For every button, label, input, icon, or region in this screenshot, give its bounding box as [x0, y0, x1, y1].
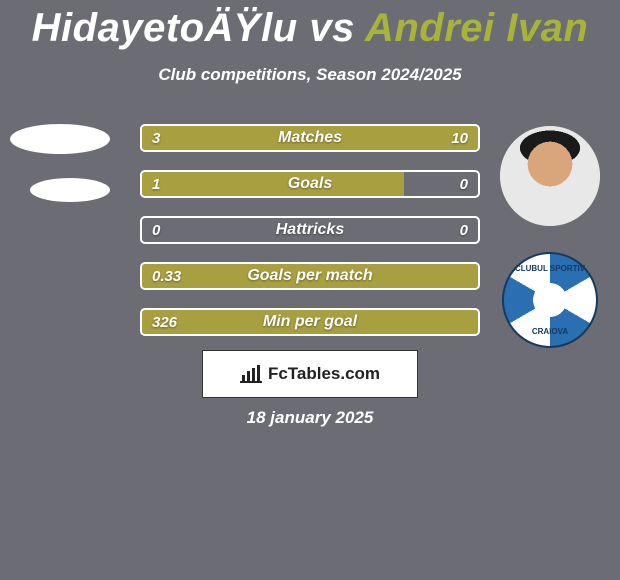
player1-name: HidayetoÄŸlu — [32, 6, 298, 50]
page-title: HidayetoÄŸlu vs Andrei Ivan — [0, 0, 620, 51]
stat-bar: 326Min per goal — [140, 308, 480, 336]
stats-bars: 310Matches 10Goals 00Hattricks 0.33Goals pe… — [140, 124, 480, 354]
stat-label: Goals per match — [142, 264, 478, 288]
stat-bar: 310Matches — [140, 124, 480, 152]
player2-avatar — [500, 126, 600, 226]
player1-avatar — [10, 124, 110, 154]
player2-column: CLUBUL SPORTIV CRAIOVA — [500, 126, 600, 348]
club-badge-bottom-text: CRAIOVA — [512, 262, 588, 338]
player1-club-badge — [30, 178, 110, 202]
stat-label: Hattricks — [142, 218, 478, 242]
chart-icon — [240, 365, 262, 383]
subtitle: Club competitions, Season 2024/2025 — [0, 65, 620, 85]
vs-text: vs — [309, 6, 355, 50]
footer-brand-box[interactable]: FcTables.com — [202, 350, 418, 398]
player2-name: Andrei Ivan — [365, 6, 588, 50]
stat-bar: 0.33Goals per match — [140, 262, 480, 290]
player2-face-icon — [500, 126, 600, 226]
stat-bar: 10Goals — [140, 170, 480, 198]
footer-brand-text: FcTables.com — [268, 364, 380, 384]
date-text: 18 january 2025 — [0, 408, 620, 428]
stat-bar: 00Hattricks — [140, 216, 480, 244]
player2-club-badge: CLUBUL SPORTIV CRAIOVA — [502, 252, 598, 348]
player1-column — [10, 120, 110, 202]
stat-label: Goals — [142, 172, 478, 196]
stat-label: Matches — [142, 126, 478, 150]
stat-label: Min per goal — [142, 310, 478, 334]
